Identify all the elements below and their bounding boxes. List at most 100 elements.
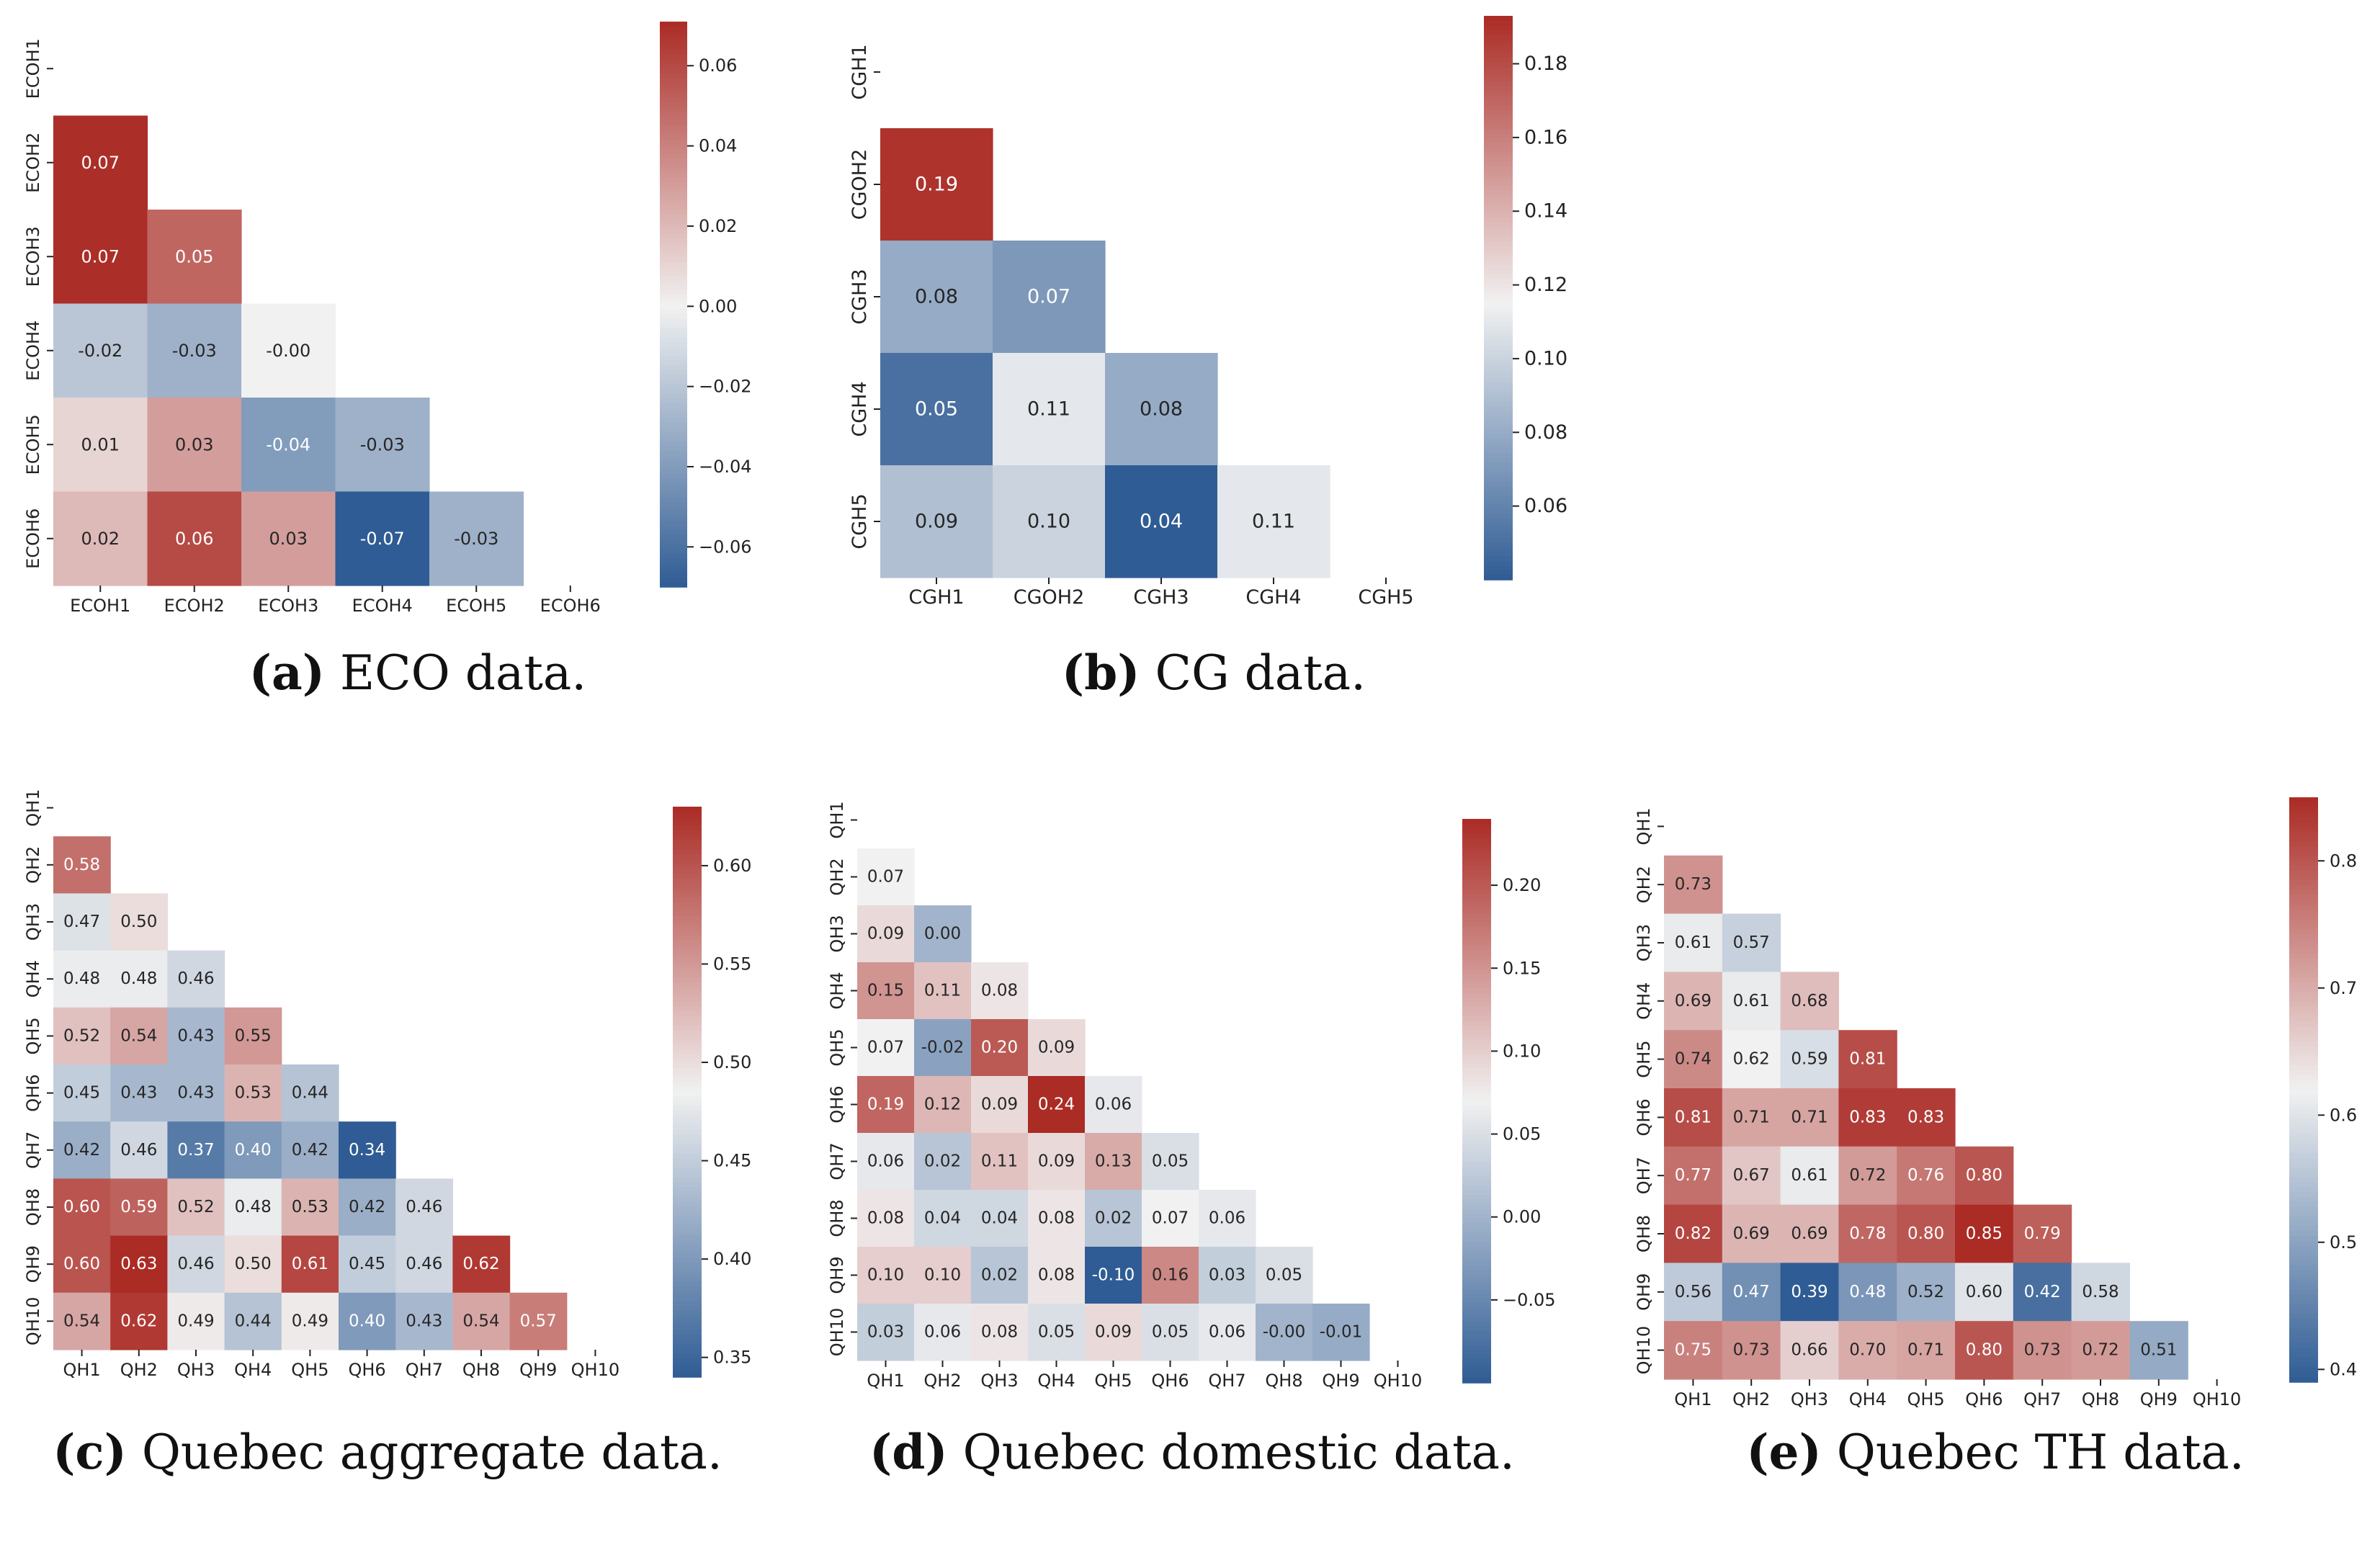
colorbar-segment bbox=[1484, 63, 1513, 68]
heatmap-cell bbox=[167, 1121, 225, 1179]
cell-value-label: 0.61 bbox=[1675, 933, 1712, 952]
colorbar-segment bbox=[2289, 1328, 2318, 1335]
colorbar-segment bbox=[673, 1087, 702, 1093]
colorbar-segment bbox=[673, 992, 702, 998]
cell-value-label: 0.08 bbox=[981, 1323, 1018, 1342]
cell-value-label: 0.60 bbox=[63, 1255, 100, 1273]
colorbar-segment bbox=[1484, 67, 1513, 73]
cell-value-label: 0.03 bbox=[175, 434, 213, 454]
heatmap-cell bbox=[1780, 1321, 1839, 1380]
colorbar-segment bbox=[1484, 307, 1513, 313]
heatmap-cell bbox=[53, 1064, 111, 1122]
x-tick-label: QH9 bbox=[519, 1360, 557, 1380]
colorbar-segment bbox=[1484, 251, 1513, 256]
colorbar-tick-label: 0.50 bbox=[713, 1052, 751, 1072]
cell-value-label: 0.78 bbox=[1849, 1224, 1886, 1243]
heatmap-cell bbox=[224, 1178, 282, 1237]
heatmap-cell bbox=[857, 905, 915, 963]
colorbar-segment bbox=[1484, 156, 1513, 163]
cell-value-label: 0.80 bbox=[1966, 1166, 2003, 1185]
colorbar-segment bbox=[2289, 1196, 2318, 1203]
colorbar-segment bbox=[2289, 1265, 2318, 1271]
colorbar-segment bbox=[673, 807, 702, 812]
colorbar-segment bbox=[2289, 1167, 2318, 1173]
colorbar-segment bbox=[1462, 959, 1491, 966]
x-tick-label: CGH3 bbox=[1133, 586, 1189, 609]
colorbar-segment bbox=[660, 530, 687, 536]
cell-value-label: 0.45 bbox=[63, 1084, 100, 1103]
colorbar-segment bbox=[1484, 485, 1513, 491]
colorbar-segment bbox=[1462, 1199, 1491, 1205]
colorbar-segment bbox=[660, 431, 687, 437]
cell-value-label: -0.03 bbox=[454, 529, 498, 549]
colorbar-segment bbox=[1484, 95, 1513, 102]
colorbar-segment bbox=[1462, 950, 1491, 956]
colorbar-segment bbox=[660, 464, 687, 470]
colorbar-segment bbox=[660, 318, 687, 324]
y-tick-label: ECOH3 bbox=[23, 226, 43, 287]
colorbar-segment bbox=[2289, 909, 2318, 915]
cell-value-label: 0.06 bbox=[924, 1323, 961, 1342]
heatmap-cell bbox=[1028, 1076, 1086, 1134]
x-tick-label: ECOH5 bbox=[446, 596, 506, 616]
colorbar-segment bbox=[660, 266, 687, 272]
colorbar-segment bbox=[1462, 1322, 1491, 1327]
colorbar-segment bbox=[1462, 875, 1491, 881]
colorbar-segment bbox=[1462, 1274, 1491, 1281]
colorbar-segment bbox=[660, 163, 687, 169]
colorbar-segment bbox=[660, 375, 687, 380]
heatmap-cell bbox=[1085, 1190, 1142, 1247]
cell-value-label: 0.46 bbox=[177, 969, 214, 988]
cell-value-label: 0.11 bbox=[981, 1152, 1018, 1171]
colorbar-segment bbox=[1462, 819, 1491, 825]
colorbar-segment bbox=[1462, 879, 1491, 886]
heatmap-cell bbox=[53, 210, 148, 305]
y-tick-label: QH8 bbox=[23, 1188, 43, 1226]
colorbar-segment bbox=[1462, 1091, 1491, 1097]
colorbar-segment bbox=[1484, 467, 1513, 472]
colorbar-segment bbox=[673, 1315, 702, 1321]
colorbar-segment bbox=[1462, 851, 1491, 857]
colorbar-segment bbox=[2289, 1119, 2318, 1125]
colorbar-segment bbox=[1462, 1317, 1491, 1322]
colorbar-segment bbox=[1462, 828, 1491, 834]
colorbar-segment bbox=[2289, 958, 2318, 964]
x-tick-label: QH3 bbox=[177, 1360, 215, 1380]
heatmap-cell bbox=[452, 1235, 511, 1294]
heatmap-cell bbox=[971, 1304, 1029, 1361]
heatmap-cell bbox=[914, 1190, 972, 1247]
colorbar-segment bbox=[673, 1310, 702, 1316]
x-tick-label: QH8 bbox=[1265, 1371, 1302, 1391]
colorbar-segment bbox=[660, 539, 687, 545]
colorbar-segment bbox=[673, 1049, 702, 1054]
heatmap-cell bbox=[281, 1121, 339, 1179]
cell-value-label: 0.68 bbox=[1791, 992, 1828, 1010]
heatmap-cell bbox=[1085, 1304, 1142, 1361]
colorbar-segment bbox=[1484, 100, 1513, 106]
x-tick-label: QH3 bbox=[1791, 1389, 1828, 1409]
colorbar-segment bbox=[1484, 171, 1513, 176]
colorbar-segment bbox=[1462, 1058, 1491, 1064]
y-tick-label: QH4 bbox=[827, 972, 847, 1009]
heatmap-cell bbox=[971, 962, 1029, 1020]
colorbar-segment bbox=[673, 1068, 702, 1074]
heatmap-cell bbox=[1838, 1030, 1897, 1089]
colorbar-segment bbox=[2289, 865, 2318, 871]
cell-value-label: 0.01 bbox=[81, 434, 120, 454]
colorbar-segment bbox=[660, 186, 687, 192]
colorbar-segment bbox=[673, 1139, 702, 1145]
colorbar-segment bbox=[1462, 918, 1491, 923]
colorbar-segment bbox=[1462, 1007, 1491, 1013]
colorbar-segment bbox=[2289, 938, 2318, 944]
colorbar-segment bbox=[673, 1016, 702, 1021]
cell-value-label: 0.09 bbox=[867, 925, 904, 943]
colorbar-segment bbox=[2289, 1104, 2318, 1110]
heatmap-cell bbox=[395, 1292, 453, 1350]
colorbar-segment bbox=[673, 915, 702, 922]
colorbar-segment bbox=[1484, 335, 1513, 341]
cell-value-label: 0.75 bbox=[1675, 1341, 1712, 1360]
colorbar-segment bbox=[2289, 880, 2318, 886]
colorbar-segment bbox=[2289, 948, 2318, 954]
x-tick-label: QH2 bbox=[923, 1371, 961, 1391]
colorbar-segment bbox=[1484, 30, 1513, 35]
